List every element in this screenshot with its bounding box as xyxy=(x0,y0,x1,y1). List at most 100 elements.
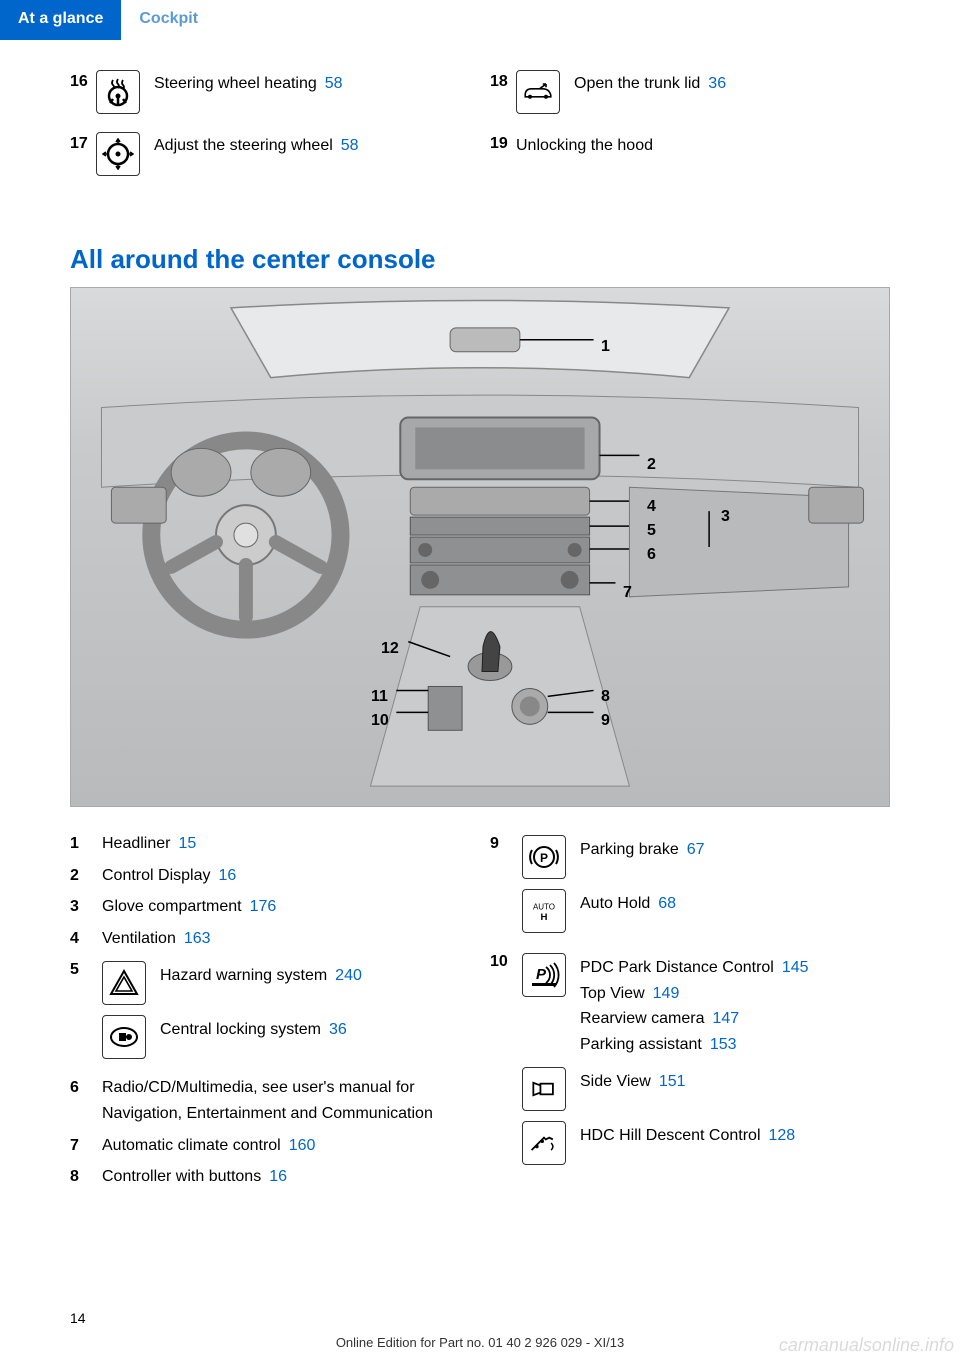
item-text: Ventilation163 xyxy=(102,926,470,952)
page-ref[interactable]: 163 xyxy=(184,930,211,947)
lock-icon xyxy=(102,1015,146,1059)
item-text: Radio/CD/Multimedia, see user's manual f… xyxy=(102,1075,470,1126)
list-item: 1 Headliner15 xyxy=(70,831,470,857)
page-ref[interactable]: 145 xyxy=(782,959,809,976)
diagram-callout: 3 xyxy=(721,508,730,526)
svg-text:H: H xyxy=(541,912,548,923)
item-number: 6 xyxy=(70,1075,102,1101)
list-item: 17 Adjust the steering wheel58 xyxy=(70,132,470,176)
item-number: 16 xyxy=(70,70,96,94)
page-ref[interactable]: 151 xyxy=(659,1073,686,1090)
item-number: 5 xyxy=(70,957,102,983)
header-section: At a glance xyxy=(0,0,121,40)
page-ref[interactable]: 147 xyxy=(712,1010,739,1027)
hdc-icon xyxy=(522,1121,566,1165)
page-ref[interactable]: 16 xyxy=(218,867,236,884)
item-text: Glove compartment176 xyxy=(102,894,470,920)
list-item: 4 Ventilation163 xyxy=(70,926,470,952)
bottom-list: 1 Headliner15 2 Control Display16 3 Glov… xyxy=(70,831,890,1196)
svg-text:P: P xyxy=(540,851,548,865)
item-text: Adjust the steering wheel58 xyxy=(154,132,359,158)
item-text: Hazard warning system240 xyxy=(160,963,362,989)
page-ref[interactable]: 36 xyxy=(708,75,726,92)
list-item: 7 Automatic climate control160 xyxy=(70,1133,470,1159)
sideview-icon xyxy=(522,1067,566,1111)
diagram-callout: 2 xyxy=(647,456,656,474)
wheel-heat-icon xyxy=(96,70,140,114)
diagram-callout: 7 xyxy=(623,584,632,602)
item-text: Auto Hold68 xyxy=(580,891,676,917)
item-text: Top View149 xyxy=(580,981,809,1007)
list-item: 5 Hazard warning system240 Central locki… xyxy=(70,957,470,1069)
item-number: 10 xyxy=(490,949,522,975)
header-subsection: Cockpit xyxy=(121,0,216,40)
diagram-callout: 12 xyxy=(381,640,399,658)
item-text: Open the trunk lid36 xyxy=(574,70,726,96)
item-text: Unlocking the hood xyxy=(516,132,653,158)
trunk-icon xyxy=(516,70,560,114)
hazard-icon xyxy=(102,961,146,1005)
item-text: Central locking system36 xyxy=(160,1017,347,1043)
page-ref[interactable]: 16 xyxy=(269,1168,287,1185)
diagram-callout: 6 xyxy=(647,546,656,564)
page-ref[interactable]: 153 xyxy=(710,1036,737,1053)
list-item: 10 P PDC Park Distance Control145Top Vie… xyxy=(490,949,890,1175)
diagram-callout: 5 xyxy=(647,522,656,540)
item-number: 9 xyxy=(490,831,522,857)
page-ref[interactable]: 176 xyxy=(250,898,277,915)
page-ref[interactable]: 68 xyxy=(658,895,676,912)
console-diagram: 123456789101112 xyxy=(70,287,890,807)
item-number: 2 xyxy=(70,863,102,889)
item-text: HDC Hill Descent Control128 xyxy=(580,1123,795,1149)
page-number: 14 xyxy=(70,1310,86,1326)
list-item: 9 P Parking brake67 AUTOH Auto Hold68 xyxy=(490,831,890,943)
watermark: carmanualsonline.info xyxy=(779,1335,954,1356)
item-number: 3 xyxy=(70,894,102,920)
item-number: 17 xyxy=(70,132,96,156)
svg-text:AUTO: AUTO xyxy=(533,902,555,911)
section-title: All around the center console xyxy=(70,244,890,275)
diagram-callout: 4 xyxy=(647,498,656,516)
diagram-callout: 9 xyxy=(601,712,610,730)
list-item: 2 Control Display16 xyxy=(70,863,470,889)
page-ref[interactable]: 58 xyxy=(341,137,359,154)
diagram-callout: 10 xyxy=(371,712,389,730)
item-text: Side View151 xyxy=(580,1069,686,1095)
page-ref[interactable]: 160 xyxy=(289,1137,316,1154)
item-text: Controller with buttons16 xyxy=(102,1164,470,1190)
list-item: 6 Radio/CD/Multimedia, see user's manual… xyxy=(70,1075,470,1126)
diagram-callout: 11 xyxy=(371,688,388,706)
list-item: 3 Glove compartment176 xyxy=(70,894,470,920)
pdc-icon: P xyxy=(522,953,566,997)
page-ref[interactable]: 67 xyxy=(687,841,705,858)
item-text: PDC Park Distance Control145 xyxy=(580,955,809,981)
page-ref[interactable]: 149 xyxy=(653,985,680,1002)
diagram-callout: 1 xyxy=(601,338,610,356)
page-ref[interactable]: 36 xyxy=(329,1021,347,1038)
page-ref[interactable]: 58 xyxy=(325,75,343,92)
item-number: 7 xyxy=(70,1133,102,1159)
item-number: 18 xyxy=(490,70,516,94)
diagram-callout: 8 xyxy=(601,688,610,706)
item-text: Parking assistant153 xyxy=(580,1032,809,1058)
page-ref[interactable]: 240 xyxy=(335,967,362,984)
item-number: 4 xyxy=(70,926,102,952)
pbrake-icon: P xyxy=(522,835,566,879)
page-ref[interactable]: 15 xyxy=(178,835,196,852)
list-item: 19 Unlocking the hood xyxy=(490,132,890,158)
item-number: 1 xyxy=(70,831,102,857)
list-item: 8 Controller with buttons16 xyxy=(70,1164,470,1190)
item-text: Control Display16 xyxy=(102,863,470,889)
autoh-icon: AUTOH xyxy=(522,889,566,933)
list-item: 18 Open the trunk lid36 xyxy=(490,70,890,114)
item-text: Parking brake67 xyxy=(580,837,705,863)
top-list: 16 Steering wheel heating58 17 Adjust th… xyxy=(70,70,890,194)
dashboard-illustration xyxy=(71,288,889,806)
item-text: Automatic climate control160 xyxy=(102,1133,470,1159)
page-ref[interactable]: 128 xyxy=(769,1127,796,1144)
item-number: 8 xyxy=(70,1164,102,1190)
list-item: 16 Steering wheel heating58 xyxy=(70,70,470,114)
item-text: Rearview camera147 xyxy=(580,1006,809,1032)
item-text: Steering wheel heating58 xyxy=(154,70,343,96)
item-text: Headliner15 xyxy=(102,831,470,857)
